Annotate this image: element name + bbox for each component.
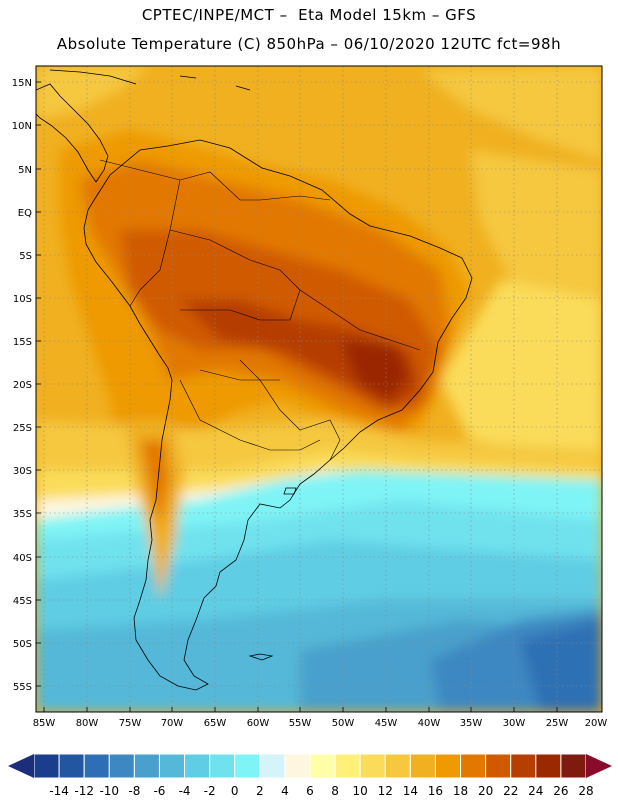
colorbar-swatch bbox=[133, 753, 160, 779]
countries-borders bbox=[99, 159, 421, 461]
lat-label: 25S bbox=[13, 423, 32, 434]
lat-label: 15N bbox=[12, 78, 32, 89]
colorbar-label: 8 bbox=[331, 784, 339, 798]
colorbar-swatch bbox=[510, 753, 537, 779]
lat-label: 5S bbox=[19, 251, 32, 262]
colorbar-swatch bbox=[108, 753, 135, 779]
colorbar-swatch bbox=[560, 753, 587, 779]
colorbar-label: -2 bbox=[204, 784, 216, 798]
caribbean-islands bbox=[49, 69, 251, 91]
lon-label: 30W bbox=[503, 718, 526, 729]
title-line-2: Absolute Temperature (C) 850hPa – 06/10/… bbox=[56, 35, 562, 53]
colorbar-label: -12 bbox=[74, 784, 94, 798]
colorbar-swatch bbox=[359, 753, 386, 779]
lat-label: 20S bbox=[13, 380, 32, 391]
central-america-coast bbox=[36, 83, 109, 183]
colorbar-swatch bbox=[460, 753, 487, 779]
colorbar-under-arrow bbox=[8, 754, 34, 778]
lat-label: 35S bbox=[13, 509, 32, 520]
lat-label: 40S bbox=[13, 553, 32, 564]
lat-label: 55S bbox=[13, 682, 32, 693]
lat-label: 5N bbox=[18, 165, 32, 176]
colorbar-label: -8 bbox=[128, 784, 140, 798]
lat-label: 10N bbox=[12, 121, 32, 132]
falklands bbox=[248, 653, 274, 661]
colorbar-swatch bbox=[485, 753, 512, 779]
lon-label: 50W bbox=[332, 718, 355, 729]
colorbar-swatch bbox=[234, 753, 261, 779]
colorbar-swatch bbox=[409, 753, 436, 779]
colorbar-swatch bbox=[83, 753, 110, 779]
colorbar-swatch bbox=[33, 753, 60, 779]
coastlines bbox=[36, 69, 473, 691]
colorbar-swatch bbox=[158, 753, 186, 779]
colorbar-swatch bbox=[284, 753, 311, 779]
axis-ticks bbox=[36, 81, 558, 712]
colorbar-swatch bbox=[309, 753, 336, 779]
colorbar-label: 22 bbox=[503, 784, 518, 798]
lon-label: 45W bbox=[375, 718, 398, 729]
colorbar-label: 24 bbox=[528, 784, 543, 798]
longitude-labels: 85W 80W 75W 70W 65W 60W 55W 50W 45W 40W … bbox=[33, 718, 608, 729]
colorbar-over-arrow bbox=[586, 754, 612, 778]
colorbar-label: 4 bbox=[281, 784, 289, 798]
colorbar-label: -4 bbox=[179, 784, 191, 798]
colorbar-swatch bbox=[434, 753, 462, 779]
lon-label: 75W bbox=[119, 718, 142, 729]
lat-label: 50S bbox=[13, 639, 32, 650]
lon-label: 65W bbox=[204, 718, 227, 729]
colorbar-label: 10 bbox=[353, 784, 368, 798]
lon-label: 85W bbox=[33, 718, 56, 729]
lon-label: 70W bbox=[161, 718, 184, 729]
lon-label: 25W bbox=[546, 718, 569, 729]
colorbar-label: -14 bbox=[49, 784, 69, 798]
colorbar-swatch bbox=[535, 753, 562, 779]
colorbar-label: 12 bbox=[378, 784, 393, 798]
lat-label: 10S bbox=[13, 294, 32, 305]
lat-label: EQ bbox=[18, 208, 32, 219]
colorbar-label: 26 bbox=[553, 784, 568, 798]
colorbar-swatch bbox=[184, 753, 211, 779]
colorbar-swatch bbox=[334, 753, 361, 779]
map-frame bbox=[35, 65, 603, 713]
lon-label: 60W bbox=[247, 718, 270, 729]
colorbar-swatch bbox=[58, 753, 85, 779]
colorbar-label: 18 bbox=[453, 784, 468, 798]
colorbar-label: 20 bbox=[478, 784, 493, 798]
colorbar-label: 14 bbox=[403, 784, 418, 798]
south-america-coast bbox=[83, 139, 473, 691]
colorbar-label: 0 bbox=[231, 784, 239, 798]
colorbar-label: -10 bbox=[99, 784, 119, 798]
lat-label: 30S bbox=[13, 466, 32, 477]
colorbar-label: -6 bbox=[153, 784, 165, 798]
lon-label: 35W bbox=[460, 718, 483, 729]
temperature-field bbox=[36, 66, 602, 712]
lat-label: 15S bbox=[13, 337, 32, 348]
lat-label: 45S bbox=[13, 596, 32, 607]
colorbar-label: 6 bbox=[306, 784, 314, 798]
title-line-1: CPTEC/INPE/MCT – Eta Model 15km – GFS bbox=[141, 6, 477, 24]
lon-label: 80W bbox=[76, 718, 99, 729]
colorbar: -14 -12 -10 -8 -6 -4 -2 0 2 4 6 8 10 12 14 16 18 20 22 24 26… bbox=[8, 753, 612, 798]
lon-label: 40W bbox=[418, 718, 441, 729]
colorbar-label: 2 bbox=[256, 784, 264, 798]
colorbar-label: 16 bbox=[428, 784, 443, 798]
colorbar-swatch bbox=[259, 753, 286, 779]
lon-label: 20W bbox=[585, 718, 608, 729]
latitude-labels: 15N 10N 5N EQ 5S 10S 15S 20S 25S 30S 35S… bbox=[12, 78, 32, 693]
colorbar-swatch bbox=[209, 753, 236, 779]
colorbar-swatch bbox=[384, 753, 411, 779]
lagoon bbox=[283, 487, 297, 495]
lon-label: 55W bbox=[289, 718, 312, 729]
colorbar-label: 28 bbox=[578, 784, 593, 798]
